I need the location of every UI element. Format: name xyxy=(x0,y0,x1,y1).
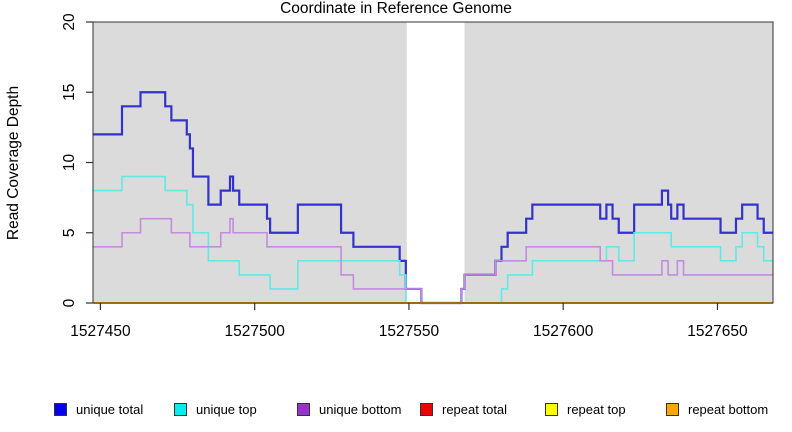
x-tick-label: 1527600 xyxy=(533,323,594,340)
legend-item-unique-bottom: unique bottom xyxy=(297,401,401,417)
x-tick-label: 1527550 xyxy=(379,323,440,340)
y-tick-label: 15 xyxy=(61,84,78,101)
y-axis-title: Read Coverage Depth xyxy=(5,85,22,241)
legend-item-unique-top: unique top xyxy=(174,401,257,417)
x-axis-title: Coordinate in Reference Genome xyxy=(280,0,512,17)
x-tick-label: 1527500 xyxy=(224,323,285,340)
repeat-top-swatch-icon xyxy=(545,402,558,416)
unique-top-swatch-icon xyxy=(174,402,187,416)
series-line-unique-bottom xyxy=(93,217,773,304)
x-tick-label: 1527450 xyxy=(70,323,131,340)
legend-label: unique total xyxy=(76,401,144,417)
legend-item-repeat-top: repeat top xyxy=(545,401,626,417)
legend-label: unique bottom xyxy=(319,401,402,417)
y-tick-label: 20 xyxy=(61,13,78,31)
legend-item-repeat-bottom: repeat bottom xyxy=(666,401,768,417)
repeat-bottom-swatch-icon xyxy=(666,402,679,416)
plot-background-left xyxy=(93,22,407,303)
legend-item-unique-total: unique total xyxy=(54,401,143,417)
x-tick-label: 1527650 xyxy=(687,323,748,340)
unique-total-swatch-icon xyxy=(54,402,67,416)
y-tick-label: 5 xyxy=(61,228,78,237)
legend: unique total unique top unique bottom re… xyxy=(0,401,792,421)
legend-label: repeat top xyxy=(567,401,626,417)
legend-label: unique top xyxy=(196,401,257,417)
legend-label: repeat total xyxy=(442,401,508,417)
repeat-total-swatch-icon xyxy=(420,402,433,416)
legend-item-repeat-total: repeat total xyxy=(420,401,507,417)
y-tick-label: 0 xyxy=(61,298,78,307)
y-tick-label: 10 xyxy=(61,154,78,172)
legend-label: repeat bottom xyxy=(688,401,769,417)
unique-bottom-swatch-icon xyxy=(297,402,310,416)
series-line-unique-top xyxy=(93,175,773,304)
